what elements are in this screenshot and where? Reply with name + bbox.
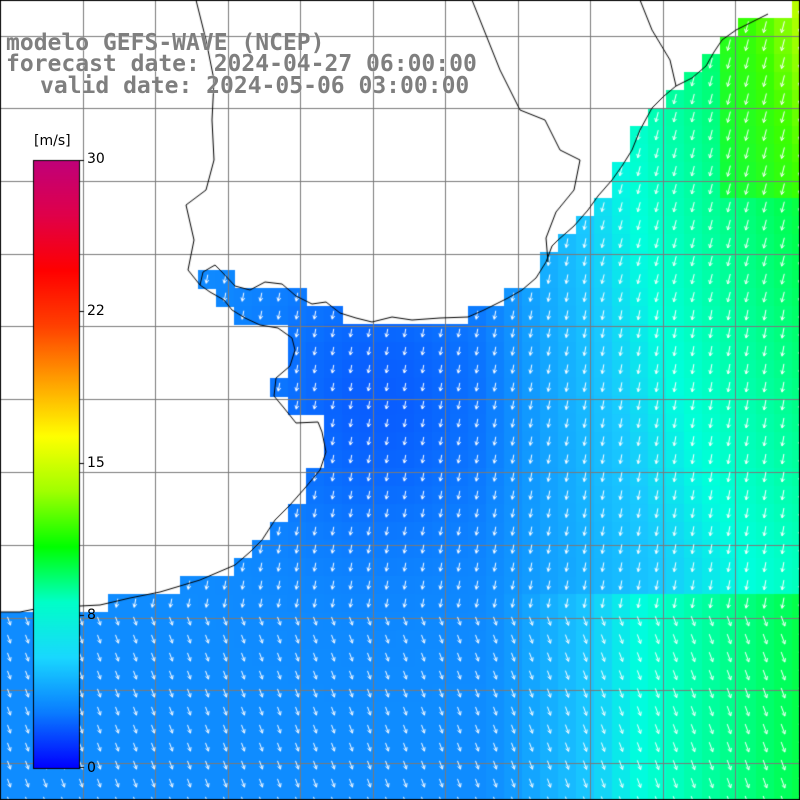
- colorbar-tick-0: 0: [87, 760, 96, 776]
- colorbar-tick-22: 22: [87, 303, 105, 319]
- model-title: modelo GEFS-WAVE (NCEP): [6, 30, 325, 56]
- valid-date: valid date: 2024-05-06 03:00:00: [40, 73, 470, 99]
- colorbar-tick-30: 30: [87, 151, 105, 167]
- colorbar-tick-8: 8: [87, 607, 96, 623]
- colorbar-unit-label: [m/s]: [34, 133, 71, 149]
- forecast-date: forecast date: 2024-04-27 06:00:00: [6, 51, 477, 77]
- colorbar-tick-15: 15: [87, 455, 105, 471]
